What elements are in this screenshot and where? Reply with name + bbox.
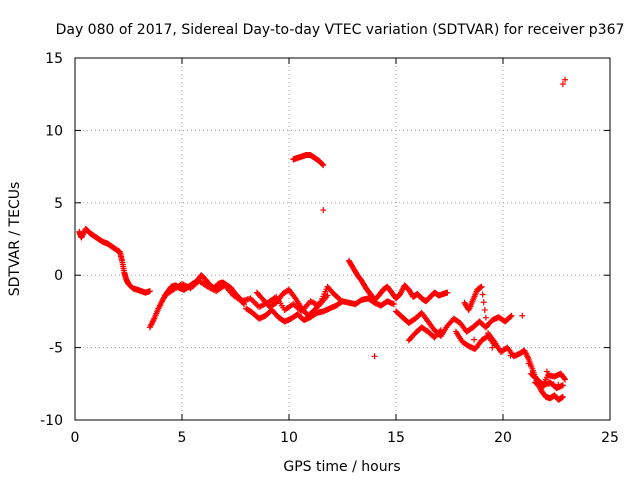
plot-frame xyxy=(74,57,611,421)
data-point xyxy=(482,314,489,321)
data-point xyxy=(390,301,397,308)
y-tick-label: -10 xyxy=(40,413,63,429)
y-tick-label: 0 xyxy=(54,268,63,284)
data-point xyxy=(479,291,486,298)
data-point xyxy=(371,353,378,360)
x-tick-label: 25 xyxy=(601,430,619,446)
data-point xyxy=(481,306,488,313)
y-tick-label: -5 xyxy=(49,341,63,357)
x-tick-label: 10 xyxy=(280,430,298,446)
data-point xyxy=(559,81,566,88)
data-point xyxy=(508,312,515,319)
data-point xyxy=(519,312,526,319)
x-tick-label: 15 xyxy=(387,430,405,446)
x-tick-label: 5 xyxy=(178,430,187,446)
data-point xyxy=(336,295,343,302)
data-point xyxy=(320,162,327,169)
data-point xyxy=(251,299,258,306)
data-point xyxy=(437,327,444,334)
y-tick-label: 5 xyxy=(54,196,63,212)
data-point xyxy=(324,292,331,299)
data-point xyxy=(320,207,327,214)
data-point xyxy=(471,336,478,343)
data-point xyxy=(436,328,443,335)
data-point xyxy=(491,341,498,348)
data-point xyxy=(543,368,550,375)
data-point xyxy=(507,352,514,359)
data-point xyxy=(483,322,490,329)
data-point xyxy=(146,288,153,295)
data-point xyxy=(478,283,485,290)
data-point xyxy=(319,161,326,168)
chart-title: Day 080 of 2017, Sidereal Day-to-day VTE… xyxy=(56,22,625,38)
data-point xyxy=(562,376,569,383)
x-tick-label: 0 xyxy=(71,430,80,446)
data-point xyxy=(247,295,254,302)
data-point xyxy=(480,299,487,306)
data-point xyxy=(562,76,569,83)
data-point xyxy=(248,296,255,303)
grid xyxy=(75,58,610,420)
y-tick-label: 15 xyxy=(45,51,63,67)
data-point xyxy=(507,313,514,320)
data-point xyxy=(337,296,344,303)
data-point xyxy=(559,393,566,400)
data-point xyxy=(561,375,568,382)
data-point xyxy=(525,360,532,367)
x-axis-label: GPS time / hours xyxy=(283,459,400,475)
y-axis-label: SDTVAR / TECUs xyxy=(7,182,23,297)
data-points xyxy=(76,76,569,403)
x-tick-label: 20 xyxy=(494,430,512,446)
axis-ticks: 0 5 10 15 20 25 -10 -5 0 5 10 15 xyxy=(40,51,619,446)
data-point xyxy=(444,289,451,296)
y-tick-label: 10 xyxy=(45,123,63,139)
